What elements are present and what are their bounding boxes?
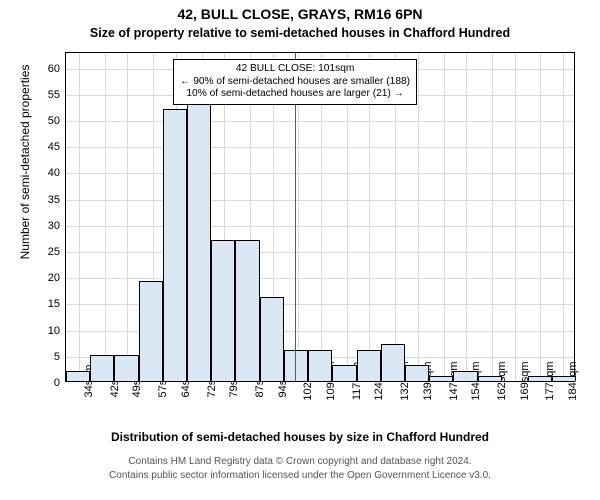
footer-line-2: Contains public sector information licen… — [0, 470, 600, 481]
grid-line-h — [66, 226, 574, 227]
y-tick-label: 45 — [48, 141, 66, 153]
x-axis-label: Distribution of semi-detached houses by … — [0, 430, 600, 444]
histogram-bar — [332, 365, 356, 381]
grid-line-h — [66, 252, 574, 253]
annotation-box: 42 BULL CLOSE: 101sqm← 90% of semi-detac… — [173, 59, 417, 105]
y-tick-label: 5 — [54, 351, 66, 363]
histogram-bar — [163, 109, 187, 381]
y-tick-label: 15 — [48, 298, 66, 310]
grid-line-h — [66, 121, 574, 122]
grid-line-v — [444, 53, 445, 381]
annotation-line-1: 42 BULL CLOSE: 101sqm — [180, 63, 410, 76]
footer-line-1: Contains HM Land Registry data © Crown c… — [0, 456, 600, 467]
y-tick-label: 35 — [48, 194, 66, 206]
x-tick-label: 177sqm — [540, 361, 556, 400]
grid-line-v — [515, 53, 516, 381]
y-tick-label: 10 — [48, 325, 66, 337]
y-tick-label: 60 — [48, 63, 66, 75]
x-tick-label: 147sqm — [444, 361, 460, 400]
grid-line-v — [466, 53, 467, 381]
histogram-bar — [429, 376, 453, 381]
y-tick-label: 50 — [48, 115, 66, 127]
x-tick-label: 162sqm — [492, 361, 508, 400]
x-tick-label: 184sqm — [563, 361, 579, 400]
x-tick-label: 169sqm — [515, 361, 531, 400]
histogram-bar — [139, 281, 163, 381]
grid-line-v — [79, 53, 80, 381]
annotation-line-2: ← 90% of semi-detached houses are smalle… — [180, 76, 410, 89]
histogram-bar — [114, 355, 138, 381]
grid-line-v — [418, 53, 419, 381]
grid-line-h — [66, 200, 574, 201]
histogram-bar — [235, 240, 259, 381]
grid-line-v — [105, 53, 106, 381]
y-tick-label: 30 — [48, 220, 66, 232]
grid-line-h — [66, 173, 574, 174]
annotation-line-3: 10% of semi-detached houses are larger (… — [180, 88, 410, 101]
grid-line-v — [492, 53, 493, 381]
grid-line-h — [66, 147, 574, 148]
histogram-bar — [211, 240, 235, 381]
y-tick-label: 40 — [48, 167, 66, 179]
chart-title: 42, BULL CLOSE, GRAYS, RM16 6PN — [0, 6, 600, 22]
histogram-bar — [453, 371, 477, 381]
histogram-bar — [90, 355, 114, 381]
chart-subtitle: Size of property relative to semi-detach… — [0, 26, 600, 40]
histogram-bar — [308, 350, 332, 381]
y-tick-label: 55 — [48, 89, 66, 101]
histogram-bar — [260, 297, 284, 381]
grid-line-v — [563, 53, 564, 381]
x-tick-label: 154sqm — [466, 361, 482, 400]
chart-container: 42, BULL CLOSE, GRAYS, RM16 6PN Size of … — [0, 0, 600, 500]
y-axis-label: Number of semi-detached properties — [18, 0, 32, 327]
histogram-bar — [66, 371, 90, 381]
histogram-bar — [478, 376, 502, 381]
histogram-bar — [528, 376, 552, 381]
histogram-bar — [357, 350, 381, 381]
grid-line-v — [540, 53, 541, 381]
histogram-bar — [405, 365, 429, 381]
histogram-bar — [381, 344, 405, 381]
grid-line-v — [127, 53, 128, 381]
y-tick-label: 25 — [48, 246, 66, 258]
histogram-bar — [187, 98, 211, 381]
histogram-bar — [552, 376, 576, 381]
plot-area: 05101520253035404550556034sqm42sqm49sqm5… — [65, 52, 575, 382]
y-tick-label: 20 — [48, 272, 66, 284]
grid-line-h — [66, 278, 574, 279]
y-tick-label: 0 — [54, 377, 66, 389]
